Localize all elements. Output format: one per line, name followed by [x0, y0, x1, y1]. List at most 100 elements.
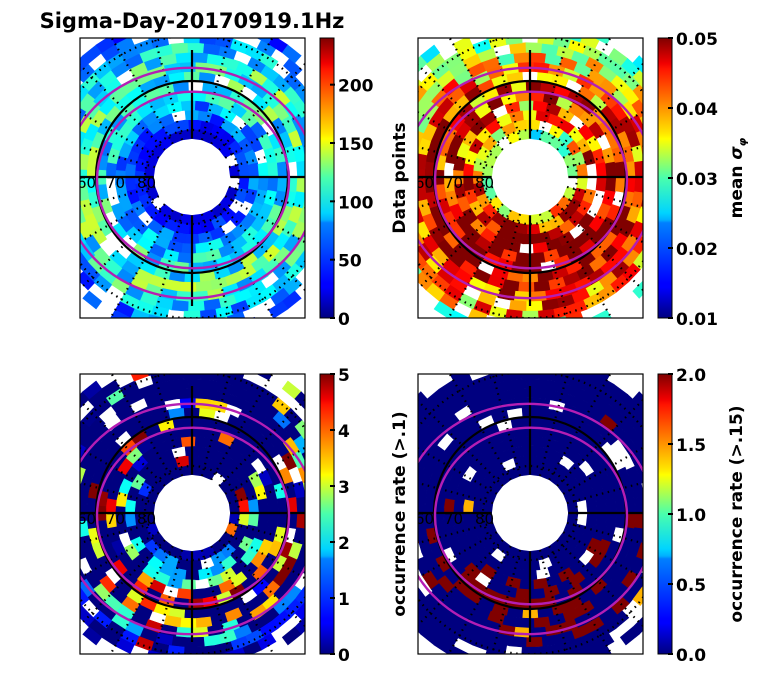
heatmap-bin	[377, 169, 387, 186]
heatmap-bin	[267, 161, 279, 178]
heatmap-bin	[464, 22, 483, 37]
heatmap-bin	[534, 360, 551, 371]
heatmap-bin	[641, 249, 643, 252]
heatmap-bin	[49, 144, 61, 162]
heatmap-bin	[192, 666, 209, 674]
heatmap-bin	[187, 636, 205, 648]
heatmap-bin	[518, 435, 535, 447]
heatmap-bin	[301, 116, 305, 126]
heatmap-bin	[530, 666, 547, 674]
heatmap-bin	[303, 585, 305, 588]
heatmap-bin	[632, 83, 643, 104]
heatmap-bin	[50, 567, 66, 586]
heatmap-bin	[187, 416, 204, 428]
heatmap-bin	[485, 650, 503, 654]
heatmap-bin	[179, 617, 197, 629]
heatmap-bin	[247, 512, 260, 528]
heatmap-bin	[171, 42, 189, 55]
heatmap-bin	[452, 38, 473, 53]
heatmap-bin	[199, 38, 217, 45]
heatmap-bin	[256, 374, 273, 381]
heatmap-bin	[466, 316, 471, 318]
heatmap-bin	[183, 646, 201, 654]
heatmap-bin	[57, 246, 74, 265]
heatmap-bin	[529, 588, 546, 600]
solid-grid	[80, 50, 305, 306]
heatmap-bin	[158, 663, 176, 674]
heatmap-bin	[418, 488, 428, 506]
colorbar-label: Data points	[390, 122, 410, 233]
heatmap-bin	[267, 512, 279, 529]
heatmap-bin	[64, 215, 79, 233]
heatmap-bin	[29, 496, 39, 513]
heatmap-bin	[634, 176, 643, 194]
heatmap-bin	[518, 99, 535, 111]
axes-frame	[417, 373, 644, 655]
heatmap-bin	[301, 452, 305, 462]
heatmap-bin	[60, 603, 78, 622]
heatmap-bin	[377, 185, 388, 202]
colorbar-tick-label: 2	[338, 534, 350, 554]
heatmap-bin	[636, 465, 643, 484]
latitude-label: 70	[106, 510, 125, 528]
heatmap-bin	[298, 542, 305, 561]
heatmap-bin	[256, 38, 273, 45]
heatmap-bin	[32, 463, 46, 482]
heatmap-bin	[44, 552, 58, 571]
heatmap-bin	[513, 51, 531, 64]
heatmap-bin	[296, 512, 305, 530]
heatmap-bin	[293, 144, 305, 163]
heatmap-bin	[418, 391, 428, 409]
panel-plot-area: 60 70 80	[39, 38, 355, 318]
heatmap-bin	[513, 14, 530, 24]
heatmap-bin	[180, 579, 197, 591]
heatmap-bin	[514, 588, 531, 600]
heatmap-bin	[418, 602, 422, 611]
heatmap-bin	[242, 641, 262, 654]
heatmap-bin	[187, 378, 205, 390]
heatmap-bin	[281, 626, 302, 646]
heatmap-bin	[332, 111, 347, 130]
heatmap-bin	[199, 374, 217, 381]
heatmap-bin	[39, 169, 49, 186]
heatmap-bin	[480, 323, 499, 337]
colorbar-tick-label: 3	[338, 478, 350, 498]
heatmap-bin	[595, 512, 608, 528]
heatmap-bin	[224, 353, 243, 367]
heatmap-bin	[589, 652, 594, 654]
heatmap-bin	[632, 55, 643, 74]
colorbar-tick-label: 1.5	[676, 436, 706, 456]
heatmap-bin	[48, 177, 59, 194]
heatmap-bin	[595, 162, 608, 178]
colorbar: 0.0 0.5 1.0 1.5 2.0 occurrence rate (>.15)	[657, 366, 747, 666]
heatmap-bin	[550, 25, 568, 38]
heatmap-bin	[566, 38, 583, 43]
panel-plot-area: 60 70 80	[29, 353, 347, 674]
heatmap-bin	[49, 480, 61, 498]
heatmap-bin	[80, 152, 90, 170]
heatmap-bin	[80, 466, 86, 484]
heatmap-bin	[80, 586, 81, 588]
auroral-oval-overlay	[418, 402, 643, 636]
heatmap-bin	[501, 24, 518, 36]
heatmap-bin	[80, 206, 86, 224]
heatmap-bin	[37, 447, 52, 466]
heatmap-bin	[67, 513, 78, 529]
oval-equatorward-boundary	[418, 66, 643, 300]
heatmap-bin	[41, 135, 54, 153]
heatmap-bin	[52, 544, 66, 562]
heatmap-bin	[175, 626, 193, 639]
heatmap-bin	[534, 320, 551, 331]
heatmap-bin	[418, 266, 422, 275]
heatmap-bin	[296, 160, 305, 178]
heatmap-bin	[80, 107, 87, 123]
heatmap-bin	[605, 512, 617, 529]
heatmap-bin	[526, 455, 541, 467]
heatmap-bin	[191, 252, 208, 264]
heatmap-bin	[517, 617, 535, 629]
heatmap-bin	[332, 561, 347, 580]
heatmap-bin	[60, 68, 78, 87]
heatmap-bin	[345, 160, 355, 177]
heatmap-bin	[518, 579, 535, 591]
figure-title: Sigma-Day-20170919.1Hz	[40, 9, 345, 33]
